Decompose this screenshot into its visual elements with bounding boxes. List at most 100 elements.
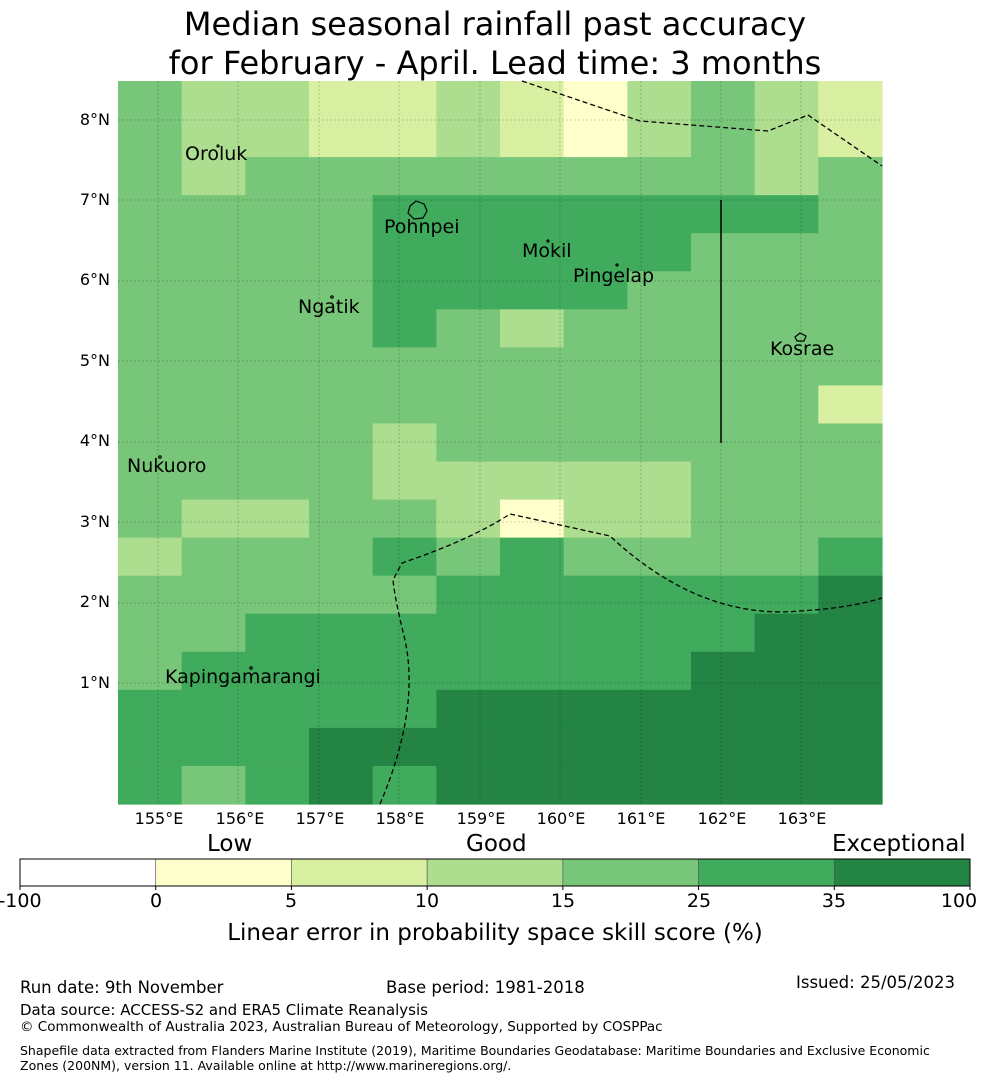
grid-cell (181, 271, 246, 310)
lon-label-159e: 159°E (456, 809, 506, 828)
grid-cell (754, 651, 819, 691)
grid-cell (309, 233, 374, 272)
grid-cell (118, 309, 183, 348)
grid-cell (627, 651, 692, 691)
grid-cell (754, 81, 819, 120)
place-label-ngatik: Ngatik (298, 296, 360, 318)
grid-cell (181, 689, 246, 729)
grid-cell (818, 385, 883, 425)
grid-cell (818, 195, 883, 234)
grid-cell (309, 499, 374, 539)
title-line-1: Median seasonal rainfall past accuracy (183, 5, 807, 43)
grid-cell (245, 119, 310, 158)
grid-cell (309, 195, 374, 234)
grid-cell (309, 727, 374, 767)
grid-cell (627, 347, 692, 387)
grid-cell (500, 765, 565, 805)
colorbar-segment (562, 858, 699, 887)
place-label-kapingamarangi: Kapingamarangi (165, 666, 321, 688)
grid-cell (181, 119, 246, 158)
grid-cell (754, 499, 819, 539)
grid-cell (500, 385, 565, 425)
grid-cell (309, 119, 374, 158)
grid-cell (436, 195, 501, 234)
grid-cell (818, 309, 883, 348)
lat-label-2n: 2°N (79, 592, 110, 611)
grid-cell (181, 727, 246, 767)
colorbar-segment (19, 858, 157, 887)
grid-cell (691, 233, 756, 272)
grid-cell (754, 347, 819, 387)
lon-label-155e: 155°E (134, 809, 184, 828)
grid-cell (627, 271, 692, 310)
shapefile-credit: Shapefile data extracted from Flanders M… (20, 1043, 930, 1073)
grid-cell (372, 347, 437, 387)
grid-cell (436, 347, 501, 387)
grid-cell (118, 727, 183, 767)
grid-cell (245, 727, 310, 767)
grid-cell (500, 157, 565, 196)
grid-cell (754, 309, 819, 348)
grid-cell (818, 575, 883, 615)
grid-cell (818, 613, 883, 653)
grid-cell (627, 499, 692, 539)
grid-cell (181, 81, 246, 120)
grid-cell (118, 195, 183, 234)
grid-cell (245, 271, 310, 310)
grid-cell (754, 119, 819, 158)
grid-cell (563, 271, 628, 310)
colorbar-tick: 15 (550, 890, 576, 912)
lat-label-6n: 6°N (79, 270, 110, 289)
grid-cell (691, 157, 756, 196)
grid-cell (436, 537, 501, 577)
grid-cell (563, 385, 628, 425)
grid-cell (500, 537, 565, 577)
grid-cell (818, 271, 883, 310)
grid-cell (691, 765, 756, 805)
lat-label-4n: 4°N (79, 431, 110, 450)
grid-cell (500, 347, 565, 387)
grid-cell (754, 613, 819, 653)
grid-cell (500, 423, 565, 463)
grid-cell (754, 575, 819, 615)
grid-cell (818, 233, 883, 272)
grid-cell (563, 81, 628, 120)
grid-cell (372, 651, 437, 691)
grid-cell (181, 499, 246, 539)
run-date: Run date: 9th November (20, 978, 224, 997)
grid-cell (245, 613, 310, 653)
nukuoro-atoll (158, 455, 162, 459)
grid-cell (563, 727, 628, 767)
grid-cell (309, 385, 374, 425)
lon-label-157e: 157°E (295, 809, 345, 828)
grid-cell (309, 765, 374, 805)
grid-cell (691, 271, 756, 310)
eez-boundaries (379, 80, 883, 805)
colorbar-tick: 25 (686, 890, 712, 912)
grid-cell (563, 119, 628, 158)
kapingamarangi-atoll (249, 666, 253, 670)
grid-cell (309, 461, 374, 501)
grid-cell (627, 689, 692, 729)
colorbar-tick: 10 (414, 890, 440, 912)
grid-cell (436, 651, 501, 691)
grid-cell (627, 309, 692, 348)
grid-cell (372, 727, 437, 767)
oroluk-atoll (216, 144, 220, 148)
grid-cell (372, 499, 437, 539)
grid-cell (309, 81, 374, 120)
colorbar-border (19, 858, 971, 887)
pingelap-atoll (615, 263, 619, 267)
place-label-nukuoro: Nukuoro (127, 455, 207, 477)
grid-cell (563, 347, 628, 387)
grid-cell (181, 233, 246, 272)
grid-cell (754, 423, 819, 463)
ngatik-atoll (330, 295, 334, 299)
grid-cell (754, 689, 819, 729)
grid-cell (627, 727, 692, 767)
grid-cell (372, 461, 437, 501)
grid-cell (436, 461, 501, 501)
grid-cell (372, 309, 437, 348)
place-label-kosrae: Kosrae (770, 338, 835, 360)
grid-cell (118, 689, 183, 729)
